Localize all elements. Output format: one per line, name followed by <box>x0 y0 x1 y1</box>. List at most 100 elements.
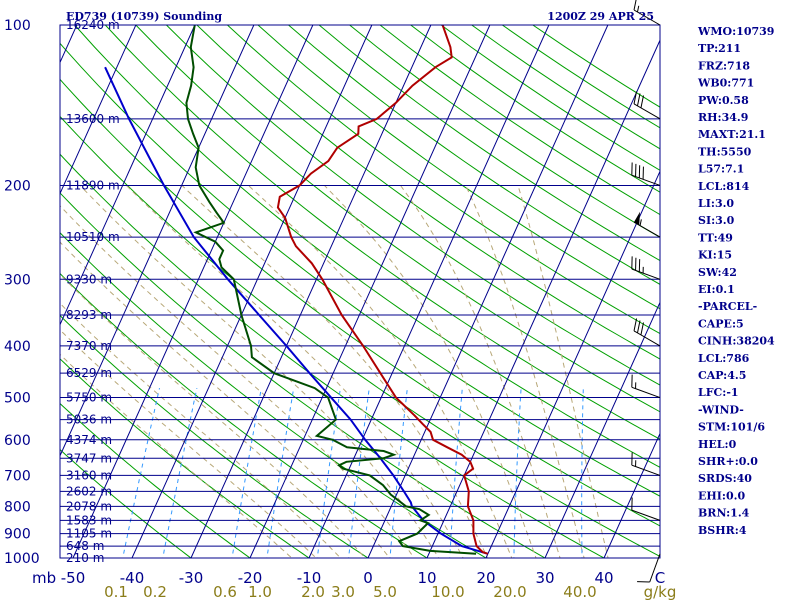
mixing-ratio-line <box>266 388 295 558</box>
dry-adiabat <box>60 402 251 558</box>
index-entry: STM:101/6 <box>698 421 765 434</box>
isotherm <box>485 170 660 558</box>
index-entry: TP:211 <box>698 42 741 55</box>
mixing-ratio-tick-label: 0.6 <box>213 583 237 600</box>
temperature-tick-label: -10 <box>297 569 322 587</box>
index-entry: L57:7.1 <box>698 163 744 176</box>
pressure-tick-label: 500 <box>4 391 31 407</box>
index-entry: BSHR:4 <box>698 524 747 537</box>
index-entry: CAPE:5 <box>698 317 744 330</box>
mixing-ratio-tick-label: g/kg <box>644 583 677 600</box>
mixing-ratio-tick-label: 40.0 <box>563 583 596 600</box>
height-label: 210 m <box>66 551 104 565</box>
plot-frame <box>59 24 661 559</box>
sounding-profiles <box>104 25 489 555</box>
pressure-tick-label: 700 <box>4 468 31 484</box>
pressure-tick-label: 600 <box>4 433 31 449</box>
mixing-ratio-line <box>122 387 160 558</box>
dry-adiabat <box>60 42 660 497</box>
wind-barb <box>631 497 661 521</box>
dry-adiabat <box>135 25 660 413</box>
wind-barb-flag <box>633 91 638 104</box>
pressure-tick-label: 900 <box>4 527 31 543</box>
dry-adiabat <box>60 232 487 558</box>
isotherm <box>544 301 660 558</box>
wind-barb-flag <box>640 322 644 335</box>
mixing-ratio-line <box>449 388 463 558</box>
index-entry: SRDS:40 <box>698 472 752 485</box>
temperature-tick-label: -30 <box>179 569 204 587</box>
height-label: 4374 m <box>66 433 112 447</box>
temperature-trace <box>276 25 489 555</box>
height-label: 3747 m <box>66 451 112 465</box>
height-label: 3160 m <box>66 468 112 482</box>
index-entry: LCL:814 <box>698 180 750 193</box>
wind-barb-shaft <box>631 268 661 280</box>
height-label: 13600 m <box>66 112 120 126</box>
index-entry: EI:0.1 <box>698 283 735 296</box>
height-label: 7370 m <box>66 339 112 353</box>
index-entry: CINH:38204 <box>698 335 775 348</box>
isotherm <box>60 25 196 326</box>
index-entry: TH:5550 <box>698 145 752 158</box>
wind-barbs <box>631 0 661 583</box>
mixing-ratio-line <box>348 388 370 558</box>
temperature-tick-label: C <box>655 569 665 587</box>
isotherm-lines <box>60 25 660 558</box>
isotherm <box>426 39 660 558</box>
wind-barb-shaft <box>631 509 661 521</box>
moist-adiabat <box>248 185 513 558</box>
index-entry: FRZ:718 <box>698 59 750 72</box>
temperature-tick-label: 0 <box>363 569 373 587</box>
pressure-tick-label: 300 <box>4 272 31 288</box>
height-label: 1583 m <box>66 513 112 527</box>
wind-barb-shaft <box>631 386 661 399</box>
moist-adiabat <box>60 329 317 558</box>
mixing-ratio-tick-label: 0.1 <box>104 583 128 600</box>
wind-barb-flag <box>636 320 641 333</box>
height-label: 16240 m <box>66 18 120 32</box>
mixing-ratio-tick-label: 0.2 <box>143 583 167 600</box>
dry-adiabat <box>318 25 660 262</box>
height-label: 648 m <box>66 539 104 553</box>
wind-barb-flag <box>636 93 641 106</box>
x-axis-unit-label: mb <box>32 569 56 587</box>
dry-adiabat <box>257 25 660 310</box>
dry-adiabat <box>227 25 660 335</box>
dry-adiabat <box>74 25 660 468</box>
plot-border <box>59 24 661 559</box>
isotherm <box>131 25 373 558</box>
temperature-tick-label: 10 <box>417 569 436 587</box>
wind-barb-shaft <box>633 103 661 120</box>
isobar-lines <box>60 24 660 559</box>
moist-adiabat <box>60 205 415 558</box>
index-entry: RH:34.9 <box>698 111 748 124</box>
isotherm <box>249 25 491 558</box>
index-entry: KI:15 <box>698 249 732 262</box>
height-label: 1105 m <box>66 527 112 541</box>
wind-barb <box>633 318 661 347</box>
mixing-ratio-line <box>231 388 262 558</box>
index-entry: HEL:0 <box>698 438 737 451</box>
pressure-tick-label: 200 <box>4 178 31 194</box>
index-entry: LFC:-1 <box>698 386 739 399</box>
index-entry: WB0:771 <box>697 77 754 90</box>
wind-barb-shaft <box>649 553 661 583</box>
index-entry: -WIND- <box>698 403 744 416</box>
mixing-ratio-tick-label: 5.0 <box>373 583 397 600</box>
index-entry: PW:0.58 <box>698 94 749 107</box>
wind-barb <box>633 0 661 26</box>
wind-barb <box>633 211 661 238</box>
height-label: 2602 m <box>66 484 112 498</box>
index-entry: LCL:786 <box>698 352 750 365</box>
mixing-ratio-line <box>316 388 341 558</box>
height-label: 2078 m <box>66 499 112 513</box>
wind-barb <box>637 553 661 583</box>
dry-adiabat <box>60 78 660 527</box>
dry-adiabat <box>60 153 606 558</box>
wind-barb <box>631 452 661 476</box>
temperature-tick-label: -20 <box>238 569 263 587</box>
height-label: 5036 m <box>66 413 112 427</box>
